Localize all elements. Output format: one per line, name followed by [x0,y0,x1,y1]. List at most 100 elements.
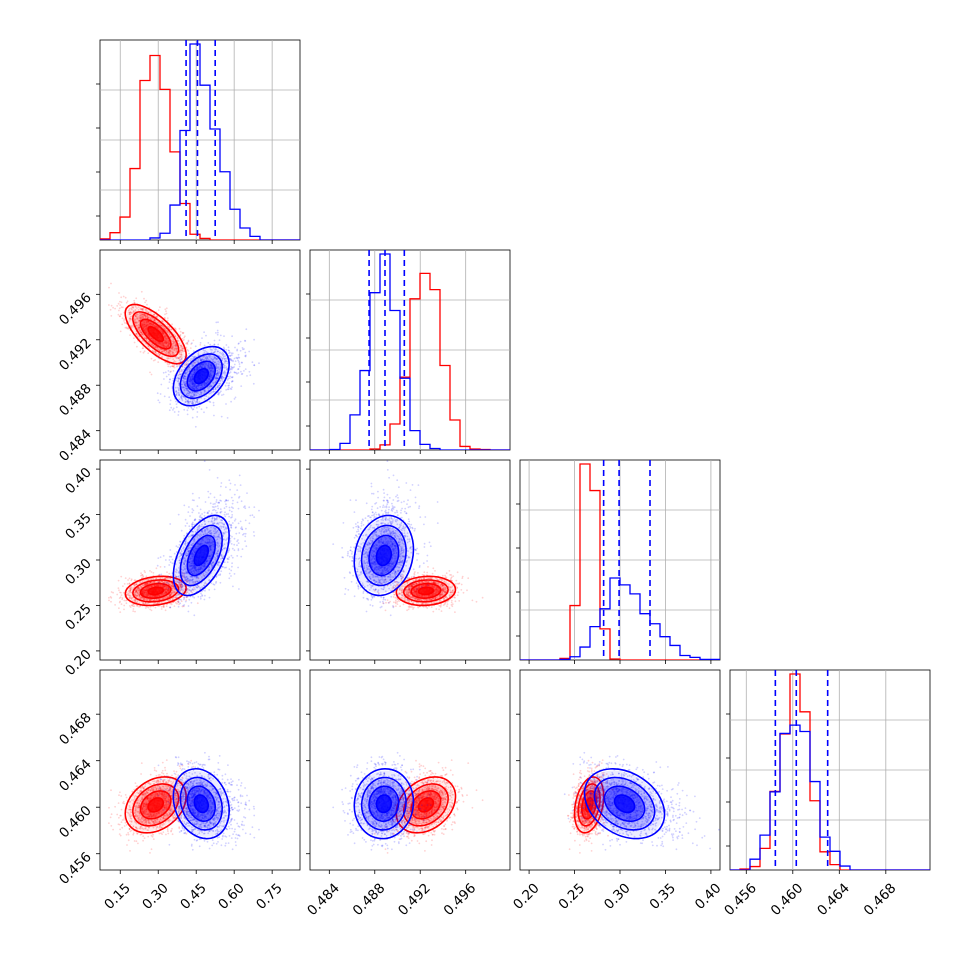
sample-point [225,360,227,362]
sample-point [140,574,142,577]
sample-point [139,330,142,332]
sample-point [133,302,136,304]
sample-point [230,359,233,362]
sample-point [147,606,150,609]
sample-point [228,352,230,355]
sample-point [176,337,179,340]
sample-point [231,380,234,382]
sample-point [172,370,175,372]
sample-point [171,345,174,348]
sample-point [157,361,160,363]
sample-point [211,359,214,361]
sample-point [168,332,171,335]
sample-point [212,401,215,404]
sample-point [193,356,196,359]
sample-point [217,372,220,374]
sample-point [186,342,189,344]
sample-point [175,545,178,548]
sample-point [140,331,142,333]
sample-point [235,371,237,374]
sample-point [225,389,227,391]
sample-point [219,380,222,383]
sample-point [133,299,136,302]
sample-point [148,323,151,325]
sample-point [163,327,166,330]
sample-point [161,350,164,353]
sample-point [202,359,205,362]
sample-point [144,328,147,330]
sample-point [166,350,168,353]
sample-point [167,344,170,347]
sample-point [109,308,112,311]
sample-point [178,359,181,361]
sample-point [221,375,224,378]
sample-point [180,394,183,397]
sample-point [183,339,185,341]
sample-point [222,353,224,355]
sample-point [143,321,146,324]
sample-point [135,321,138,323]
sample-point [183,388,186,391]
sample-point [186,409,189,412]
sample-point [184,377,187,380]
sample-point [140,312,142,315]
sample-point [161,593,164,595]
sample-point [177,377,180,380]
sample-point [249,374,252,377]
sample-point [156,322,159,324]
sample-point [225,366,228,368]
sample-point [183,350,186,352]
sample-point [192,381,195,384]
sample-point [248,522,251,525]
sample-point [160,606,163,608]
sample-point [110,315,113,317]
sample-point [180,344,183,347]
sample-point [237,368,239,371]
sample-point [144,315,147,318]
sample-point [145,310,147,313]
sample-point [142,347,144,350]
contour-series-1 [179,353,223,400]
sample-point [183,375,185,378]
sample-point [151,343,154,346]
sample-point [239,340,242,343]
sample-point [180,529,183,532]
sample-point [180,395,183,397]
sample-point [127,579,129,581]
sample-point [208,392,211,395]
sample-point [200,391,203,394]
sample-point [162,343,165,346]
sample-point [191,382,193,385]
sample-point [146,315,148,317]
sample-point [150,337,153,339]
sample-point [154,606,157,609]
sample-point [189,386,192,388]
sample-point [141,313,143,316]
sample-point [217,363,220,366]
sample-point [202,363,204,366]
sample-point [167,341,169,344]
sample-point [191,395,193,398]
sample-point [186,403,189,406]
sample-point [233,371,236,373]
sample-point [223,372,226,375]
sample-point [153,324,156,327]
sample-point [226,388,229,391]
sample-point [224,355,226,357]
sample-point [125,599,127,602]
sample-point [138,316,140,318]
sample-point [192,382,195,385]
sample-point [214,376,217,379]
sample-point [136,317,138,320]
contour-series-1 [186,360,216,392]
sample-point [186,400,189,403]
plot-area [310,250,510,450]
sample-point [195,387,197,390]
sample-point [244,532,247,535]
sample-point [189,378,192,380]
sample-point [123,322,126,324]
sample-point [209,373,212,376]
panel-1-1 [306,249,511,454]
sample-point [147,311,150,314]
sample-point [171,342,174,345]
